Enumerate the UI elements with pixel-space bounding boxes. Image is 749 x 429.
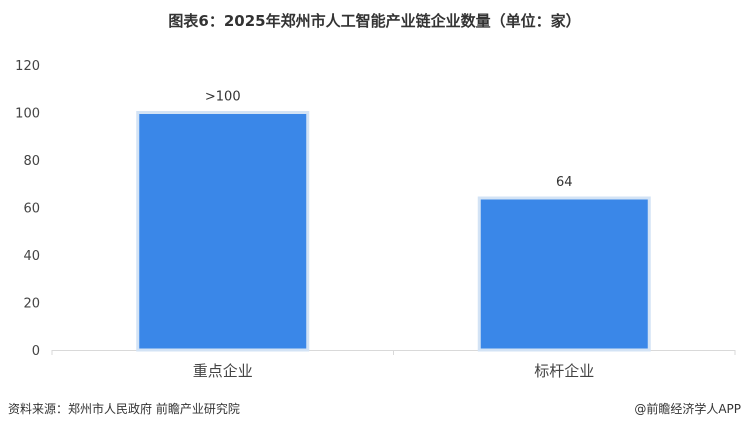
bar bbox=[477, 196, 651, 352]
data-label: 64 bbox=[556, 175, 573, 190]
y-tick-label: 60 bbox=[23, 202, 40, 217]
y-tick-label: 0 bbox=[32, 344, 40, 359]
chart-title: 图表6：2025年郑州市人工智能产业链企业数量（单位：家） bbox=[168, 12, 581, 30]
y-tick-label: 20 bbox=[23, 297, 40, 312]
data-label: >100 bbox=[205, 90, 241, 105]
source-note: 资料来源：郑州市人民政府 前瞻产业研究院 bbox=[8, 402, 240, 416]
y-tick-label: 80 bbox=[23, 154, 40, 169]
bar bbox=[136, 111, 310, 352]
y-tick-label: 120 bbox=[15, 59, 40, 74]
x-category-label: 标杆企业 bbox=[534, 362, 594, 380]
y-tick-label: 40 bbox=[23, 249, 40, 264]
credit: @前瞻经济学人APP bbox=[634, 402, 741, 416]
x-category-label: 重点企业 bbox=[193, 362, 253, 380]
y-tick-label: 100 bbox=[15, 107, 40, 122]
